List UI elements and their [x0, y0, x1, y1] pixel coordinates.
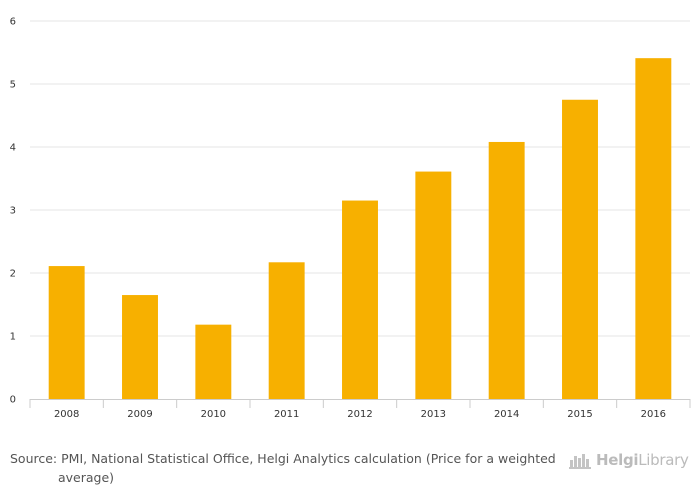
y-tick-label: 5	[10, 80, 16, 91]
y-tick-label: 6	[10, 17, 16, 28]
bar-2016[interactable]	[635, 58, 672, 400]
x-tick-label: 2013	[421, 409, 446, 420]
y-axis-ticks: 0 1 2 3 4 5 6	[10, 17, 16, 406]
y-tick-label: 0	[10, 395, 16, 406]
x-axis	[29, 399, 691, 408]
x-tick-label: 2009	[127, 409, 152, 420]
x-tick-label: 2016	[641, 409, 666, 420]
bar-2014[interactable]	[488, 141, 525, 399]
bar-chart: 0 1 2 3 4 5 6 2008 2009 2010 2011 2012 2013 2014 2015…	[10, 17, 691, 420]
logo-text-library: Library	[638, 451, 689, 469]
x-tick-label: 2010	[201, 409, 226, 420]
y-tick-label: 1	[10, 332, 16, 343]
bar-2011[interactable]	[268, 262, 305, 399]
logo-text-helgi: Helgi	[596, 451, 639, 469]
bar-2009[interactable]	[122, 295, 158, 399]
bar-2015[interactable]	[562, 99, 598, 399]
y-tick-label: 2	[10, 269, 16, 280]
helgi-library-logo: Helgi Library	[569, 449, 689, 471]
x-tick-label: 2015	[567, 409, 592, 420]
y-tick-label: 3	[10, 206, 16, 217]
y-tick-label: 4	[10, 143, 16, 154]
x-tick-label: 2012	[347, 409, 372, 420]
bar-2012[interactable]	[342, 200, 378, 399]
x-tick-label: 2014	[494, 409, 519, 420]
x-tick-label: 2008	[54, 409, 79, 420]
bars	[48, 58, 672, 400]
bar-2008[interactable]	[48, 266, 85, 399]
x-tick-label: 2011	[274, 409, 299, 420]
bar-2010[interactable]	[195, 324, 232, 399]
bar-2013[interactable]	[415, 171, 452, 399]
helgi-library-logo-icon	[569, 454, 591, 469]
source-note: Source: PMI, National Statistical Office…	[10, 451, 556, 485]
x-axis-ticks: 2008 2009 2010 2011 2012 2013 2014 2015 2016	[54, 409, 666, 420]
